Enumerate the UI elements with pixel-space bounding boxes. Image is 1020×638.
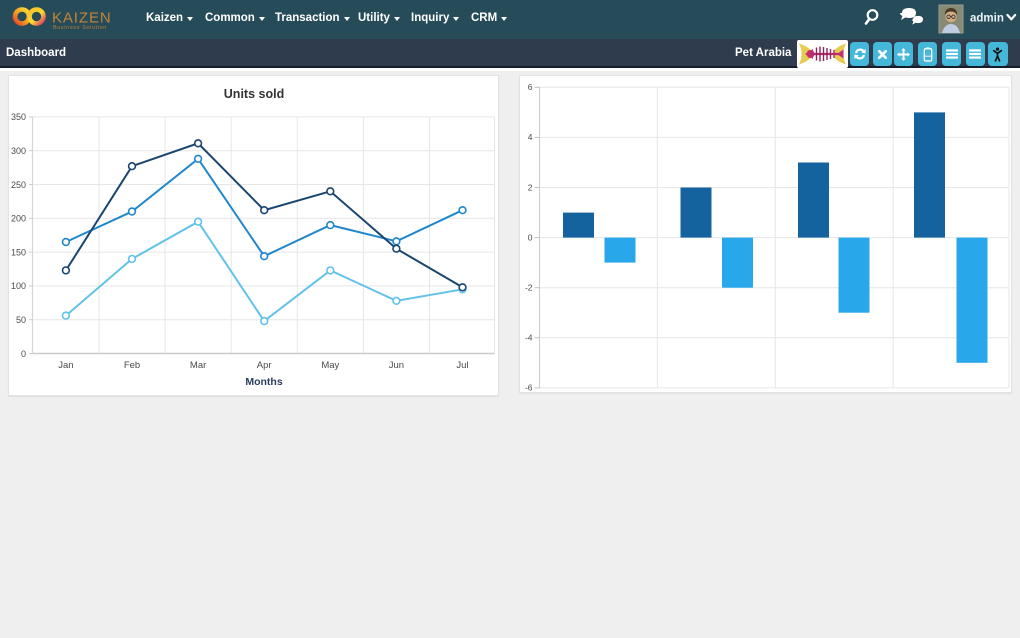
svg-text:Months: Months [245,376,282,388]
svg-text:100: 100 [11,281,26,291]
svg-text:200: 200 [11,214,26,224]
svg-text:Jul: Jul [456,360,468,371]
svg-text:6: 6 [528,82,533,92]
svg-text:150: 150 [11,247,26,257]
svg-text:350: 350 [11,112,26,122]
svg-text:Jan: Jan [58,360,73,371]
svg-text:0: 0 [528,232,533,242]
svg-text:Apr: Apr [257,360,272,371]
svg-text:2: 2 [528,182,533,192]
svg-text:300: 300 [11,146,26,156]
svg-text:May: May [321,360,339,371]
svg-text:-4: -4 [525,333,533,343]
svg-text:Mar: Mar [190,360,206,371]
svg-text:0: 0 [21,349,26,359]
svg-text:KAIZEN: KAIZEN [52,10,112,27]
svg-text:4: 4 [528,132,533,142]
svg-text:50: 50 [16,315,26,325]
svg-text:250: 250 [11,180,26,190]
svg-text:Business Solution: Business Solution [53,25,107,31]
svg-text:admin: admin [970,13,1004,25]
svg-text:-2: -2 [525,283,533,293]
svg-text:-6: -6 [525,383,533,392]
svg-text:Feb: Feb [124,360,140,371]
svg-text:Jun: Jun [389,360,404,371]
svg-text:Units sold: Units sold [224,87,284,101]
